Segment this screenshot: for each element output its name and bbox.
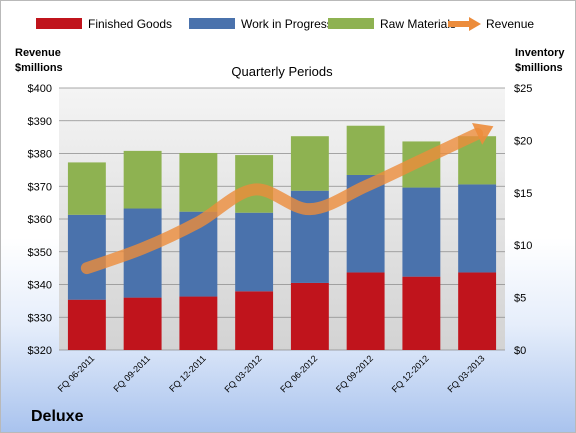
bar-work-in-progress — [458, 184, 497, 273]
x-axis-ticks: FQ 06-2011 FQ 09-2011 FQ 12-2011 FQ 03-2012… — [56, 353, 487, 394]
right-tick-label: $0 — [514, 345, 526, 357]
bar-raw-materials — [67, 162, 106, 215]
bar-finished-goods — [67, 299, 106, 350]
right-tick-label: $20 — [514, 135, 532, 147]
left-tick-label: $380 — [28, 149, 52, 161]
legend-swatch-finished-goods — [36, 18, 82, 29]
bar-raw-materials — [346, 125, 385, 175]
chart-subtitle: Quarterly Periods — [231, 64, 333, 79]
left-axis-ticks: $320 $330 $340 $350 $360 $370 $380 $390 $400 — [28, 83, 52, 357]
x-tick-label: FQ 12-2012 — [390, 353, 431, 394]
x-tick-label: FQ 06-2011 — [56, 353, 97, 394]
left-tick-label: $350 — [28, 247, 52, 259]
revenue-line — [80, 122, 494, 275]
x-tick-label: FQ 03-2012 — [223, 353, 264, 394]
right-axis-title-line2: $millions — [515, 62, 563, 74]
left-axis-title-line2: $millions — [15, 62, 63, 74]
left-axis-title-line1: Revenue — [15, 47, 61, 59]
bar-raw-materials — [179, 152, 218, 212]
legend-label-revenue: Revenue — [486, 17, 534, 31]
legend-label-raw-materials: Raw Materials — [380, 17, 456, 31]
left-tick-label: $320 — [28, 345, 52, 357]
left-tick-label: $400 — [28, 83, 52, 95]
left-tick-label: $340 — [28, 280, 52, 292]
legend-swatch-work-in-progress — [189, 18, 235, 29]
legend-swatch-revenue — [448, 17, 481, 31]
bar-work-in-progress — [67, 214, 106, 300]
legend-label-finished-goods: Finished Goods — [88, 17, 172, 31]
brand-label: Deluxe — [31, 408, 84, 425]
left-tick-label: $390 — [28, 116, 52, 128]
x-tick-label: FQ 03-2013 — [446, 353, 487, 394]
bar-finished-goods — [235, 291, 274, 350]
bar-finished-goods — [123, 297, 162, 350]
x-tick-label: FQ 12-2011 — [167, 353, 208, 394]
bar-raw-materials — [290, 136, 329, 191]
bar-finished-goods — [458, 272, 497, 350]
bar-finished-goods — [290, 282, 329, 350]
right-tick-label: $15 — [514, 188, 532, 200]
legend-swatch-raw-materials — [328, 18, 374, 29]
legend: Finished Goods Work in Progress Raw Mate… — [36, 17, 534, 31]
right-axis-ticks: $0 $5 $10 $15 $20 $25 — [514, 83, 532, 357]
right-tick-label: $25 — [514, 83, 532, 95]
bar-finished-goods — [402, 276, 441, 350]
bar-finished-goods — [179, 296, 218, 350]
x-tick-label: FQ 06-2012 — [278, 353, 319, 394]
right-tick-label: $10 — [514, 240, 532, 252]
bar-work-in-progress — [402, 187, 441, 277]
x-tick-label: FQ 09-2012 — [334, 353, 375, 394]
revenue-line-path — [80, 127, 484, 275]
bar-work-in-progress — [235, 212, 274, 292]
bar-finished-goods — [346, 272, 385, 350]
legend-label-work-in-progress: Work in Progress — [241, 17, 333, 31]
revenue-arrowhead — [472, 122, 494, 145]
left-tick-label: $330 — [28, 312, 52, 324]
left-tick-label: $360 — [28, 214, 52, 226]
left-tick-label: $370 — [28, 181, 52, 193]
right-tick-label: $5 — [514, 293, 526, 305]
x-tick-label: FQ 09-2011 — [111, 353, 152, 394]
bar-raw-materials — [123, 150, 162, 209]
right-axis-title-line1: Inventory — [515, 47, 565, 59]
